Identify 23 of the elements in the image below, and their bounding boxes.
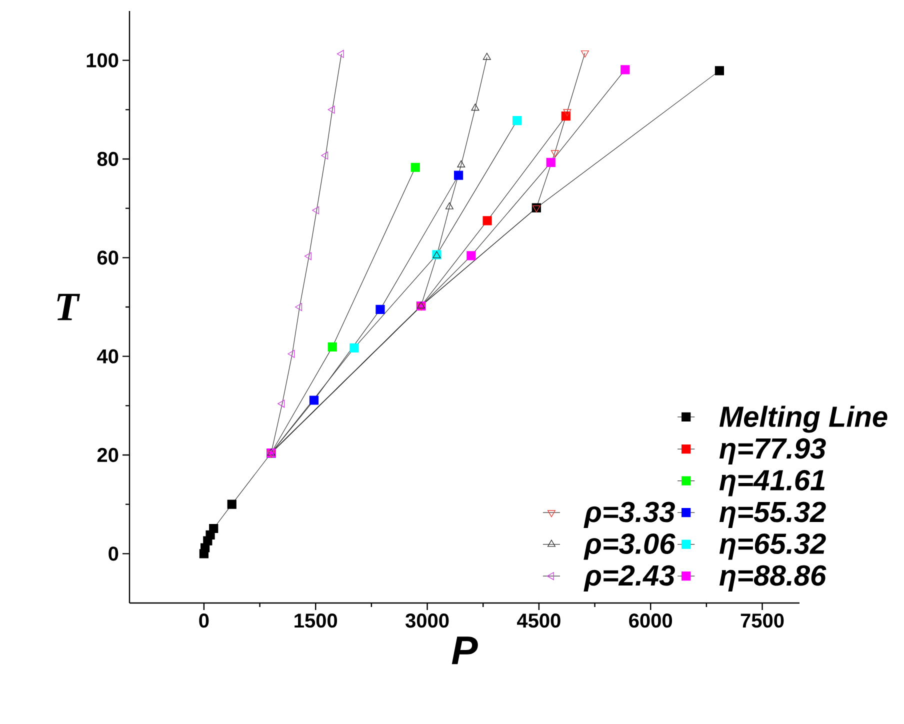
legend-label: η=77.93 <box>719 438 826 464</box>
legend-label: ρ=2.43 <box>584 565 675 592</box>
legend-label: Melting Line <box>719 406 888 433</box>
y-tick-label: 40 <box>97 349 118 364</box>
legend-label: η=88.86 <box>719 565 826 592</box>
legend-label: ρ=3.06 <box>584 533 676 560</box>
legend-label: η=65.32 <box>719 533 826 560</box>
x-axis-title: P <box>452 636 478 664</box>
x-tick-label: 3000 <box>405 614 449 628</box>
legend-label: ρ=3.33 <box>584 502 675 528</box>
y-tick-label: 60 <box>97 250 118 265</box>
x-tick-label: 1500 <box>294 614 338 628</box>
legend-label: η=41.61 <box>719 470 825 496</box>
legend-label: η=55.32 <box>719 502 826 528</box>
x-tick-label: 7500 <box>740 614 784 628</box>
y-tick-label: 80 <box>97 152 118 166</box>
x-tick-label: 6000 <box>629 614 672 628</box>
x-tick-label: 4500 <box>516 614 560 628</box>
y-axis-title: T <box>57 294 80 320</box>
y-tick-label: 20 <box>97 448 118 462</box>
y-tick-label: 100 <box>86 53 118 68</box>
x-tick-label: 0 <box>199 614 209 628</box>
y-tick-label: 0 <box>108 546 118 561</box>
